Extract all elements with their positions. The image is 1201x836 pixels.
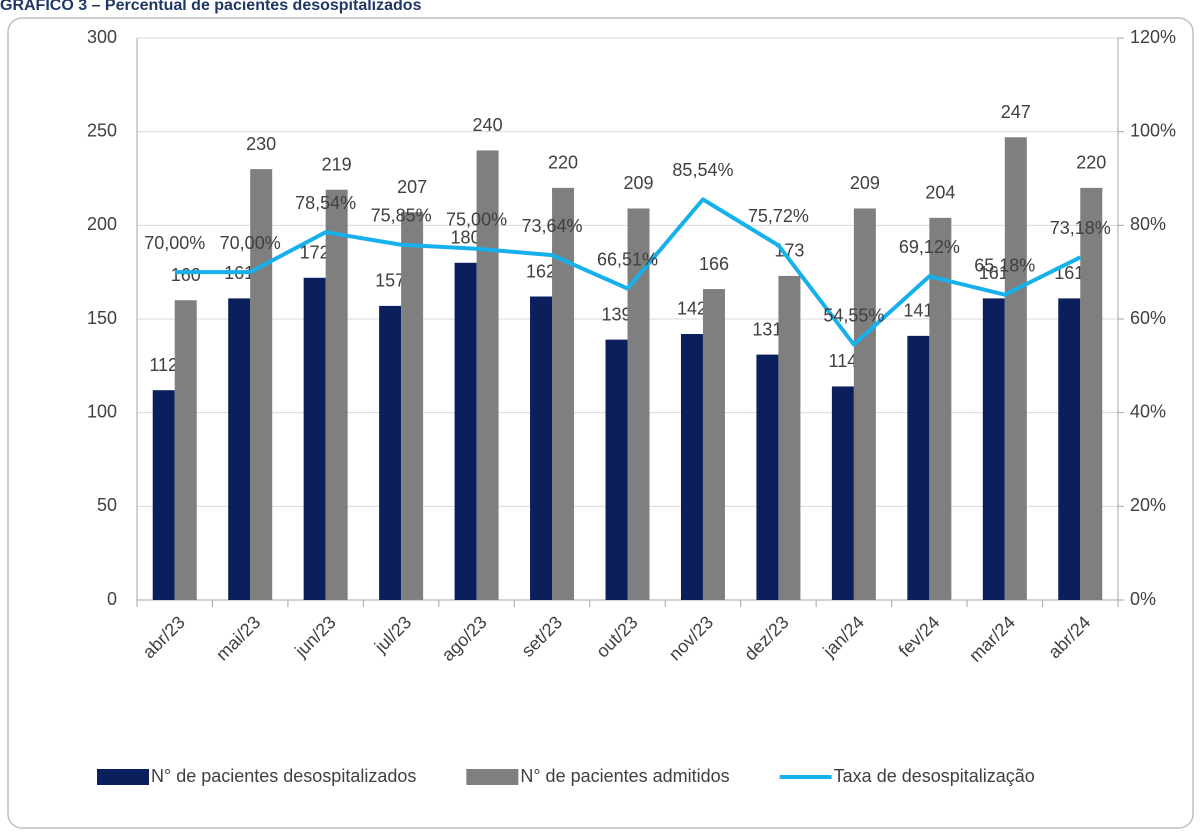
bar-value-label: 247 [1001,102,1031,122]
y2-tick-label: 20% [1130,495,1166,515]
y-tick-label: 200 [87,214,117,234]
bar [401,212,424,600]
bar [303,277,326,600]
bar-value-label: 162 [526,261,556,281]
bar [605,339,628,600]
line-value-label: 85,54% [672,160,733,180]
bar [1058,298,1081,600]
bar-value-label: 141 [903,301,933,321]
line-value-label: 66,51% [597,249,658,269]
y2-tick-label: 60% [1130,308,1166,328]
y2-tick-label: 120% [1130,27,1176,47]
y-tick-label: 50 [97,495,117,515]
bar-value-label: 142 [677,299,707,319]
bar [756,354,779,600]
bar [853,208,876,600]
line-value-label: 73,18% [1050,218,1111,238]
y-tick-label: 250 [87,120,117,140]
bar [476,150,499,600]
line-value-label: 78,54% [295,193,356,213]
y2-tick-label: 100% [1130,120,1176,140]
bar [174,300,197,600]
bar [778,275,801,600]
bar [831,386,854,600]
bar-value-label: 172 [300,243,330,263]
y-tick-label: 100 [87,401,117,421]
chart-frame [7,17,1194,829]
line-value-label: 70,00% [220,233,281,253]
bar-value-label: 112 [149,355,178,375]
bar [250,169,273,600]
bar-value-label: 173 [774,241,804,261]
y-tick-label: 150 [87,308,117,328]
bar-value-label: 220 [548,153,578,173]
line-value-label: 75,00% [446,210,507,230]
bar [1080,187,1103,600]
bar [379,305,402,600]
bar-value-label: 114 [829,351,858,371]
line-value-label: 70,00% [144,233,205,253]
bar [454,262,477,600]
line [174,197,1082,347]
line-value-label: 69,12% [899,237,960,257]
y2-tick-label: 40% [1130,401,1166,421]
legend-swatch [97,769,149,785]
bar [702,289,725,600]
bar-value-label: 207 [397,177,427,197]
bar [552,187,575,600]
bar-value-label: 139 [601,304,631,324]
bar-value-label: 240 [473,115,503,135]
bar [325,189,348,601]
bar-value-label: 209 [850,173,880,193]
legend-label: N° de pacientes desospitalizados [151,766,416,786]
line-value-label: 75,72% [748,206,809,226]
line-value-label: 75,85% [371,206,432,226]
chart-title: GRÁFICO 3 – Percentual de pacientes deso… [0,0,422,14]
bar-value-label: 209 [623,173,653,193]
bar-value-label: 166 [699,254,729,274]
bar [530,296,553,600]
bar-value-label: 157 [375,271,405,291]
bar [1004,137,1027,600]
bar [228,298,251,600]
legend-swatch [466,769,519,785]
bar-value-label: 180 [451,228,481,248]
legend-label: N° de pacientes admitidos [520,766,729,786]
bar-value-label: 230 [246,134,276,154]
y2-tick-label: 80% [1130,214,1166,234]
line-value-label: 65,18% [974,255,1035,275]
bar-value-label: 131 [752,319,782,339]
bar-value-label: 161 [979,263,1009,283]
y2-tick-label: 0% [1130,589,1156,609]
bar-value-label: 204 [925,183,955,203]
bar [152,390,175,600]
y-tick-label: 300 [87,27,117,47]
legend-label: Taxa de desospitalização [834,766,1035,786]
line-value-label: 73,64% [522,216,583,236]
bar-value-label: 160 [171,265,201,285]
bar-value-label: 220 [1076,153,1106,173]
line-value-label: 54,55% [823,305,884,325]
bar [929,217,952,600]
bar [907,335,930,600]
y-tick-label: 0 [107,589,117,609]
bar-value-label: 219 [322,154,352,174]
bar [627,208,650,600]
bar [680,333,703,600]
bar [982,298,1005,600]
